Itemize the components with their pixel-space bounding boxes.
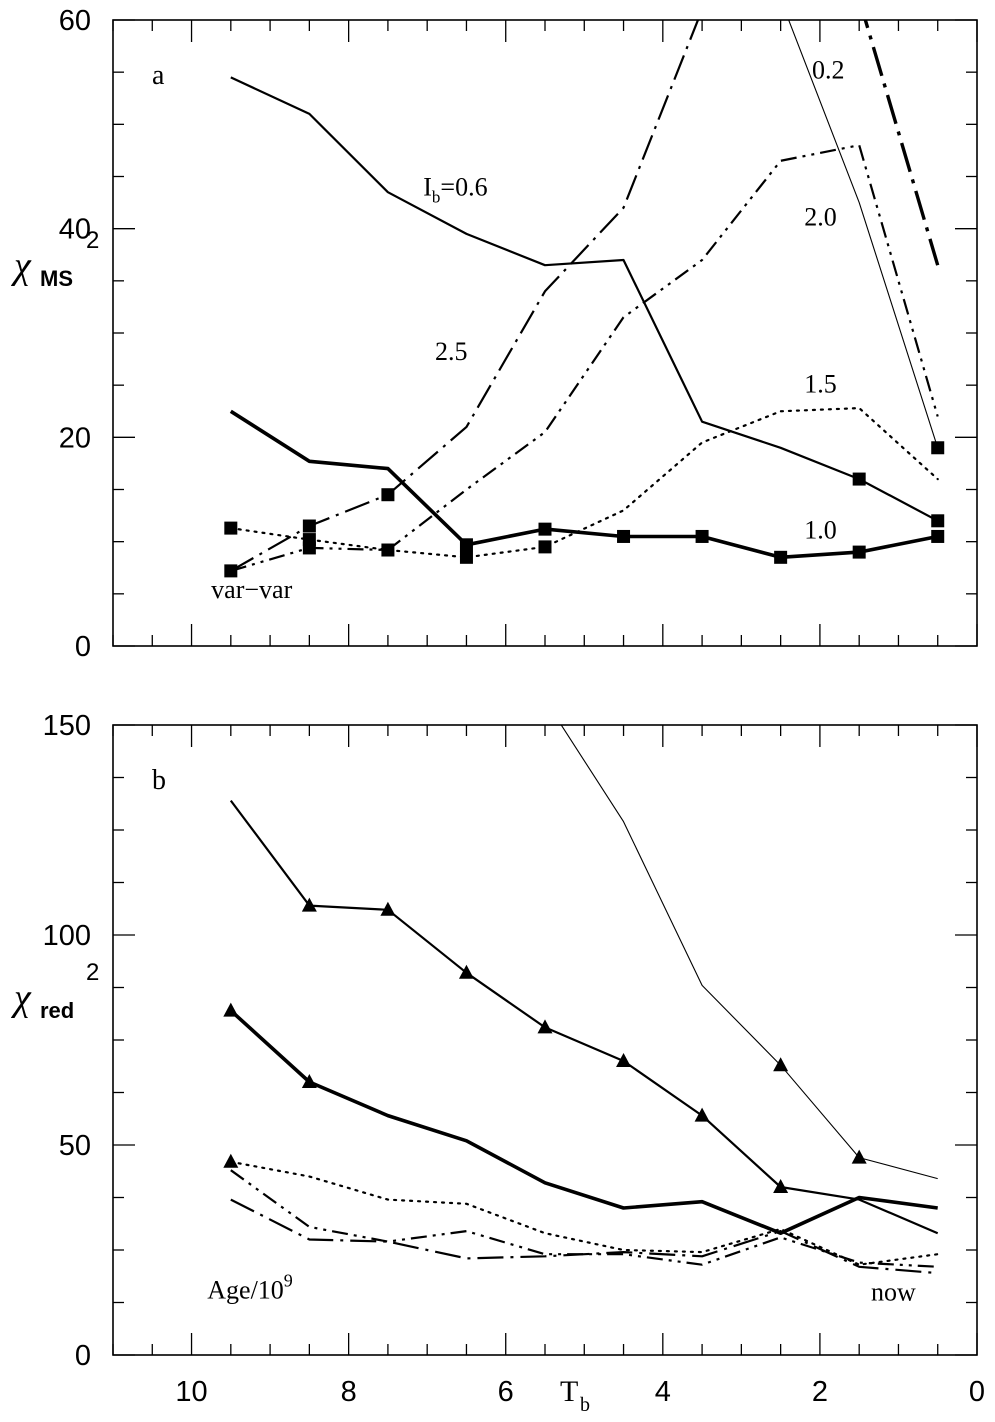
series-line-5 xyxy=(560,725,938,1180)
square-marker xyxy=(224,564,238,578)
square-marker xyxy=(302,541,316,555)
series-line-5 xyxy=(788,20,939,448)
y-tick-label: 0 xyxy=(75,631,91,663)
y-axis-label: χ xyxy=(10,977,32,1019)
x-tick-label: 10 xyxy=(175,1376,207,1408)
plot-frame xyxy=(112,724,978,1356)
x-tick-label: 4 xyxy=(655,1376,671,1408)
panel-letter: a xyxy=(152,60,165,91)
annotation-1: 2.0 xyxy=(804,203,837,232)
y-tick-label: 60 xyxy=(59,5,91,37)
y-axis-label: χ xyxy=(10,245,32,287)
y-tick-label: 150 xyxy=(43,710,91,742)
square-marker xyxy=(617,529,631,543)
triangle-marker xyxy=(223,1002,239,1017)
annotation-6: var−var xyxy=(211,575,292,604)
square-marker xyxy=(852,472,866,486)
x-tick-label: 0 xyxy=(969,1376,985,1408)
panel-letter: b xyxy=(152,765,166,796)
square-marker xyxy=(381,488,395,502)
series-line-3 xyxy=(230,1169,938,1268)
square-marker xyxy=(931,441,945,455)
y-tick-label: 40 xyxy=(59,214,91,246)
annotation-0: Ib=0.6 xyxy=(423,172,487,206)
square-marker xyxy=(931,514,945,528)
triangle-marker xyxy=(694,1107,710,1122)
y-axis-label-sup: 2 xyxy=(86,227,99,254)
series-line-1 xyxy=(229,1009,938,1235)
triangle-marker xyxy=(380,901,396,916)
triangle-marker xyxy=(773,1179,789,1193)
square-marker xyxy=(459,538,473,552)
square-marker xyxy=(774,550,788,564)
series-group xyxy=(229,725,939,1275)
y-axis-label-sub: red xyxy=(40,998,74,1023)
series-line-4 xyxy=(230,20,700,572)
annotation-5: 1.0 xyxy=(804,516,837,545)
annotation-0: Age/109 xyxy=(207,1270,293,1304)
triangle-marker xyxy=(773,1057,789,1072)
annotation-3: 2.5 xyxy=(435,337,468,366)
series-line-4 xyxy=(230,1198,938,1275)
square-marker xyxy=(538,540,552,554)
square-marker xyxy=(224,521,238,535)
x-tick-label: 8 xyxy=(341,1376,357,1408)
panel-a: 0 20 40 60 χ MS 2 a Ib=0.6 2.0 0.2 2.5 1.5 1.0 var−var xyxy=(10,5,978,663)
annotation-2: 0.2 xyxy=(812,55,845,84)
y-axis-label-sub: MS xyxy=(40,266,73,291)
x-axis-label: T xyxy=(560,1375,578,1408)
series-line-3 xyxy=(230,144,939,572)
series-line-2 xyxy=(229,407,939,559)
annotation-1: now xyxy=(871,1277,916,1306)
square-marker xyxy=(538,522,552,536)
y-tick-label: 50 xyxy=(59,1130,91,1162)
square-marker xyxy=(381,543,395,557)
triangle-marker xyxy=(301,897,317,912)
series-group xyxy=(229,20,940,572)
square-marker xyxy=(931,529,945,543)
series-line-2 xyxy=(229,1160,939,1266)
x-tick-label: 2 xyxy=(812,1376,828,1408)
square-marker xyxy=(852,545,866,559)
y-axis-label-sup: 2 xyxy=(86,959,99,986)
triangle-marker xyxy=(458,964,474,979)
series-line-6 xyxy=(863,20,940,266)
square-marker xyxy=(302,519,316,533)
y-tick-label: 20 xyxy=(59,422,91,454)
series-line-0 xyxy=(230,76,939,522)
series-line-1 xyxy=(229,409,939,560)
square-marker xyxy=(695,529,709,543)
x-axis-label-sub: b xyxy=(580,1394,590,1416)
triangle-marker xyxy=(301,1074,317,1088)
square-marker xyxy=(459,550,473,564)
triangle-marker xyxy=(223,1153,239,1168)
annotation-4: 1.5 xyxy=(804,369,837,398)
triangle-marker xyxy=(537,1019,553,1034)
series-line-0 xyxy=(229,799,939,1235)
x-tick-label: 6 xyxy=(498,1376,514,1408)
triangle-marker xyxy=(616,1053,632,1067)
y-tick-label: 0 xyxy=(75,1340,91,1372)
triangle-marker xyxy=(851,1149,867,1164)
panel-b: 0 50 100 150 0 2 4 6 8 10 χ red 2 T b b Age/109 now xyxy=(10,710,985,1416)
y-tick-label: 100 xyxy=(43,920,91,952)
